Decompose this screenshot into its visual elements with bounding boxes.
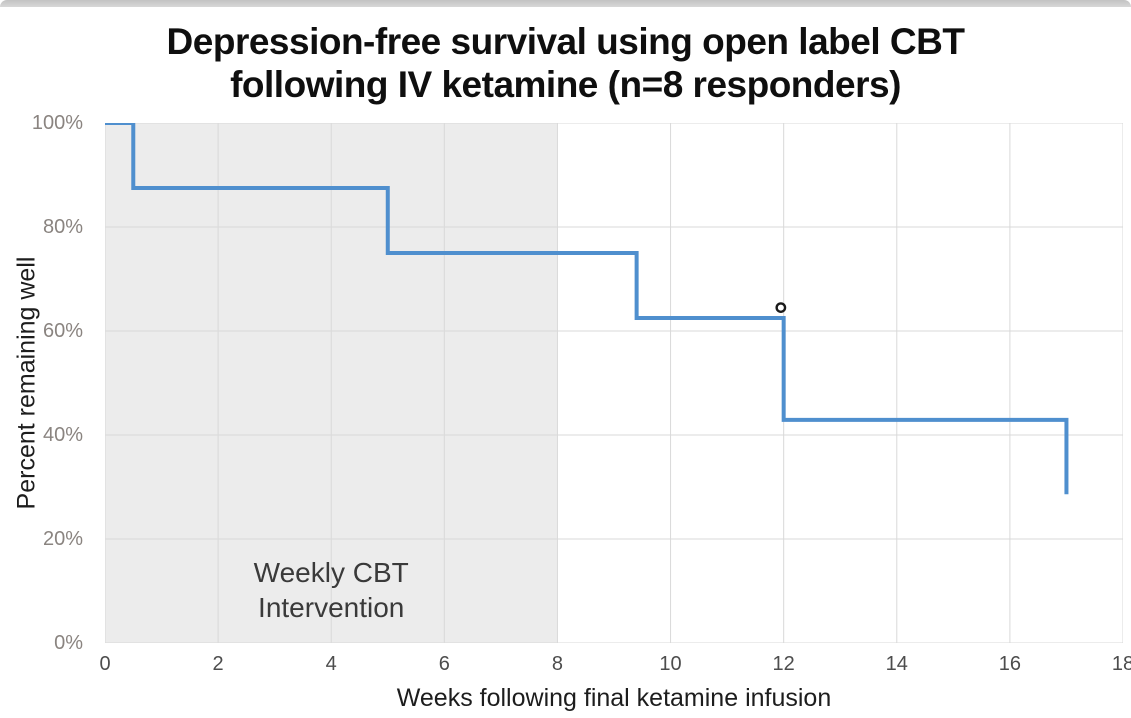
x-tick-label: 18 xyxy=(1111,653,1131,675)
x-tick-label: 2 xyxy=(212,653,224,675)
window-top-edge xyxy=(0,0,1131,7)
chart-title-line1: Depression-free survival using open labe… xyxy=(166,21,965,62)
plot-area: Weekly CBT Intervention xyxy=(105,123,1123,643)
x-tick-label: 14 xyxy=(885,653,908,675)
x-tick-label: 4 xyxy=(325,653,337,675)
survival-curve-svg xyxy=(105,123,1123,643)
x-tick-label: 12 xyxy=(772,653,795,675)
survival-step-line xyxy=(105,123,1069,495)
x-tick-label: 0 xyxy=(99,653,111,675)
y-tick-label: 0% xyxy=(54,632,83,654)
x-tick-label: 16 xyxy=(998,653,1021,675)
y-tick-label: 20% xyxy=(42,528,83,550)
x-tick-label: 10 xyxy=(659,653,682,675)
y-tick-label: 100% xyxy=(31,112,83,134)
y-tick-label: 60% xyxy=(42,320,83,342)
x-tick-label: 6 xyxy=(438,653,450,675)
x-axis-title: Weeks following final ketamine infusion xyxy=(396,684,832,712)
chart-title: Depression-free survival using open labe… xyxy=(0,21,1131,107)
x-tick-label: 8 xyxy=(551,653,563,675)
censor-marker xyxy=(775,302,787,314)
cbt-region-label-line1: Weekly CBT xyxy=(253,557,409,588)
y-tick-label: 80% xyxy=(42,216,83,238)
chart-title-line2: following IV ketamine (n=8 responders) xyxy=(230,63,901,105)
y-tick-label: 40% xyxy=(42,424,83,446)
cbt-region-label: Weekly CBT Intervention xyxy=(105,555,557,625)
cbt-region-label-line2: Intervention xyxy=(258,592,405,623)
y-axis-title: Percent remaining well xyxy=(12,256,41,510)
